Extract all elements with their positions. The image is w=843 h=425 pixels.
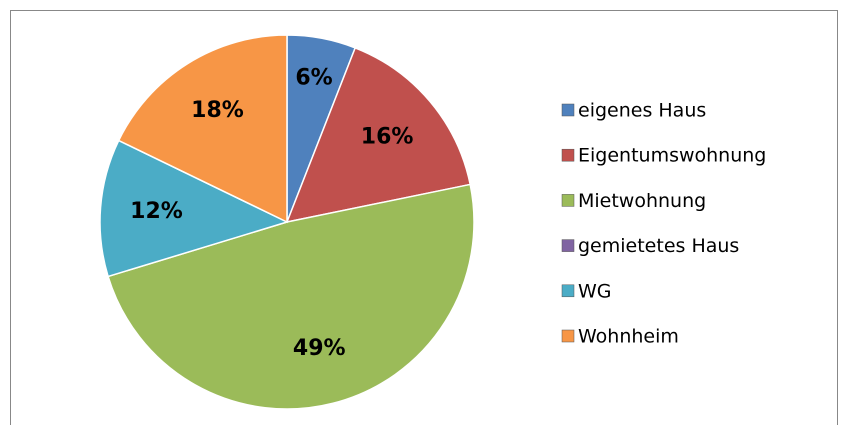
- data-label: 18%: [191, 98, 244, 123]
- legend-label: Wohnheim: [578, 326, 679, 348]
- legend-swatch: [561, 239, 575, 252]
- legend-label: gemietetes Haus: [578, 235, 739, 257]
- legend-label: Mietwohnung: [578, 190, 706, 212]
- data-label: 49%: [293, 336, 346, 361]
- legend-label: WG: [578, 280, 612, 302]
- legend-swatch: [561, 329, 575, 343]
- legend-swatch: [561, 194, 575, 207]
- pie-slice: [99, 139, 290, 278]
- pie-slice: [117, 34, 288, 224]
- legend-swatch: [561, 284, 575, 298]
- data-label: 6%: [295, 66, 332, 91]
- pie-slice: [107, 183, 475, 410]
- data-label: 16%: [361, 125, 414, 150]
- legend-swatch: [561, 103, 575, 117]
- legend-swatch: [561, 148, 575, 162]
- pie-slice: [285, 46, 472, 224]
- legend-label: Eigentumswohnung: [578, 145, 766, 167]
- legend-label: eigenes Haus: [578, 100, 706, 122]
- data-label: 12%: [130, 199, 183, 224]
